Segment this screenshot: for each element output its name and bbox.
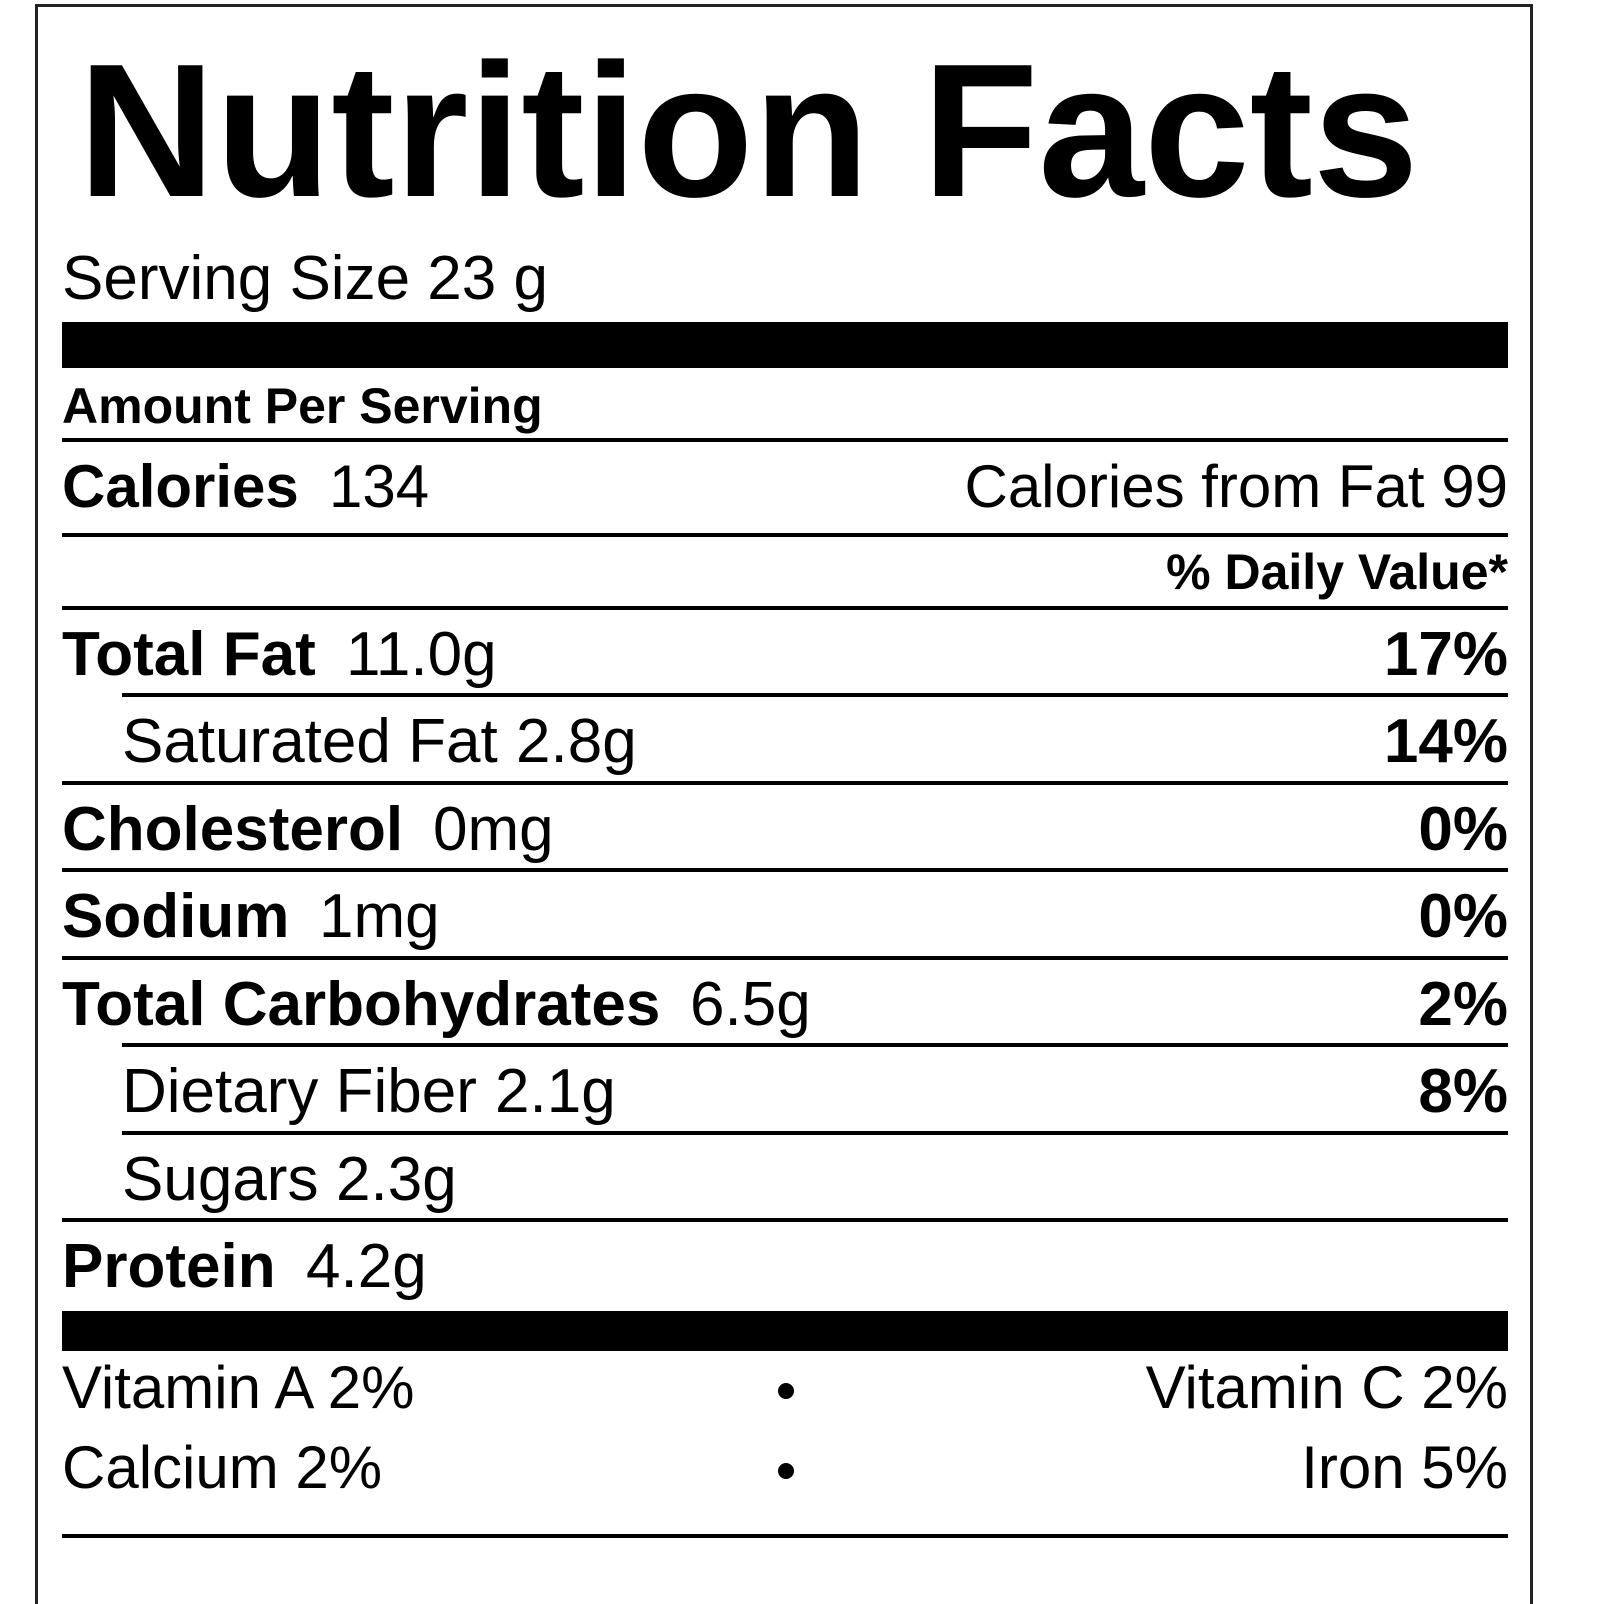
bullet xyxy=(778,1382,794,1399)
rule xyxy=(62,955,1508,960)
nutrient-amount: 2.8g xyxy=(516,707,637,777)
daily-value-header: % Daily Value* xyxy=(1166,543,1508,600)
nutrient-amount: 1mg xyxy=(319,882,440,952)
daily-value: 0% xyxy=(1418,794,1508,864)
calories-value: 134 xyxy=(329,453,430,520)
rule xyxy=(62,606,1508,610)
rule xyxy=(62,322,1508,368)
daily-value: 0% xyxy=(1418,882,1508,952)
vitamin: Iron 5% xyxy=(1301,1433,1508,1501)
amount-per-serving: Amount Per Serving xyxy=(62,377,543,434)
nutrient-amount: 2.3g xyxy=(336,1144,457,1214)
calories-from-fat: Calories from Fat 99 xyxy=(964,453,1508,520)
serving-size: Serving Size 23 g xyxy=(62,243,548,313)
daily-value: 2% xyxy=(1418,969,1508,1039)
rule xyxy=(62,1533,1508,1538)
rule xyxy=(62,1310,1508,1351)
rule xyxy=(62,533,1508,537)
rule xyxy=(122,1043,1508,1047)
nutrient-name: Cholesterol xyxy=(62,794,404,864)
sub-nutrient-name: Saturated Fat xyxy=(122,707,498,777)
rule xyxy=(62,780,1508,785)
bullet xyxy=(778,1462,794,1479)
nutrient-name: Total Carbohydrates xyxy=(62,969,661,1039)
calories-label: Calories xyxy=(62,453,299,520)
title: Nutrition Facts xyxy=(78,24,1419,237)
rule xyxy=(62,868,1508,872)
daily-value: 8% xyxy=(1418,1057,1508,1127)
nutrient-amount: 4.2g xyxy=(306,1232,427,1302)
daily-value: 14% xyxy=(1383,707,1508,777)
vitamin: Calcium 2% xyxy=(62,1433,383,1501)
daily-value: 17% xyxy=(1383,619,1508,689)
rule xyxy=(122,1130,1508,1135)
rule xyxy=(62,438,1508,442)
rule xyxy=(62,1218,1508,1222)
vitamin: Vitamin C 2% xyxy=(1145,1353,1508,1421)
nutrient-amount: 2.1g xyxy=(495,1057,616,1127)
nutrient-amount: 0mg xyxy=(433,794,554,864)
nutrition-label xyxy=(35,4,1533,1604)
sub-nutrient-name: Sugars xyxy=(122,1144,319,1214)
nutrient-name: Sodium xyxy=(62,882,290,952)
sub-nutrient-name: Dietary Fiber xyxy=(122,1057,477,1127)
vitamin: Vitamin A 2% xyxy=(62,1353,415,1421)
nutrient-amount: 6.5g xyxy=(690,969,811,1039)
nutrient-amount: 11.0g xyxy=(346,619,497,689)
nutrient-name: Protein xyxy=(62,1232,276,1302)
rule xyxy=(122,693,1508,697)
nutrient-name: Total Fat xyxy=(62,619,316,689)
